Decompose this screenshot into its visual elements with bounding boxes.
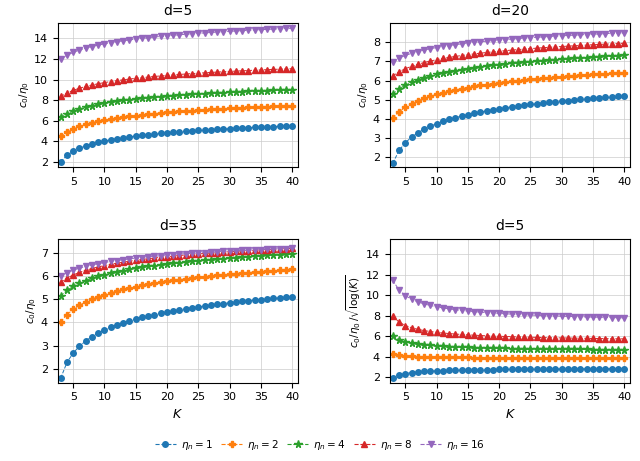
Y-axis label: $c_0/\eta_0$: $c_0/\eta_0$ — [356, 82, 370, 108]
Legend: $\eta_n = 1$, $\eta_n = 2$, $\eta_n = 4$, $\eta_n = 8$, $\eta_n = 16$: $\eta_n = 1$, $\eta_n = 2$, $\eta_n = 4$… — [150, 433, 490, 456]
Y-axis label: $c_0/\eta_0$: $c_0/\eta_0$ — [17, 82, 31, 108]
X-axis label: $K$: $K$ — [504, 408, 516, 421]
Title: d=5: d=5 — [495, 219, 525, 233]
Title: d=35: d=35 — [159, 219, 197, 233]
Title: d=5: d=5 — [163, 4, 193, 18]
Y-axis label: $c_0/\eta_0$: $c_0/\eta_0$ — [24, 297, 38, 324]
X-axis label: $K$: $K$ — [172, 408, 184, 421]
Title: d=20: d=20 — [491, 4, 529, 18]
Y-axis label: $c_0/\eta_0\,/\sqrt{\log(K)}$: $c_0/\eta_0\,/\sqrt{\log(K)}$ — [344, 274, 363, 348]
